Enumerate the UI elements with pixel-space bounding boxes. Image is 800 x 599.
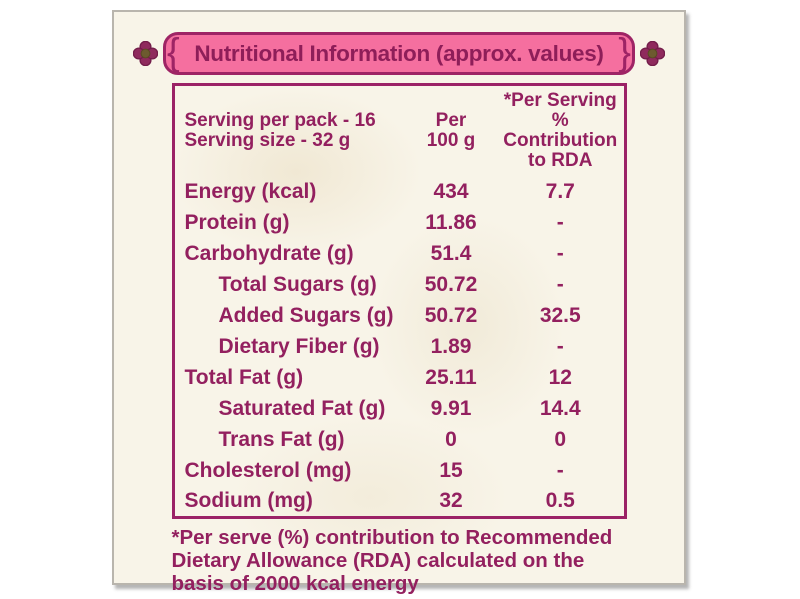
per-100g-value: 0 — [445, 427, 457, 451]
rda-percent-value: - — [556, 272, 564, 296]
footnote-line: Dietary Allowance (RDA) calculated on th… — [171, 548, 585, 572]
table-row: Dietary Fiber (g) 1.89 - — [173, 331, 625, 362]
rda-header-line1: *Per Serving % — [503, 90, 617, 131]
table-header-row: Serving per pack - 16 Serving size - 32 … — [173, 85, 625, 177]
per-100g-value: 25.11 — [425, 365, 477, 389]
nutrient-label: Added Sugars (g) — [218, 303, 394, 327]
nutrition-table: Serving per pack - 16 Serving size - 32 … — [171, 83, 627, 519]
rda-percent-value: 14.4 — [539, 396, 581, 420]
nutrition-label-card: { Nutritional Information (approx. value… — [112, 10, 686, 595]
per-100g-value: 434 — [433, 179, 469, 203]
serving-info-header: Serving per pack - 16 Serving size - 32 … — [173, 85, 405, 177]
serving-size: Serving size - 32 g — [184, 130, 351, 151]
rda-percent-value: 7.7 — [545, 179, 575, 203]
nutrient-label: Protein (g) — [184, 210, 290, 234]
table-row: Cholesterol (mg) 15 - — [173, 455, 625, 486]
per-100g-value: 51.4 — [430, 241, 472, 265]
table-row: Energy (kcal) 434 7.7 — [173, 176, 625, 207]
rda-percent-value: - — [556, 241, 564, 265]
nutrient-label: Carbohydrate (g) — [184, 241, 354, 265]
rda-percent-value: - — [556, 458, 564, 482]
table-header: Serving per pack - 16 Serving size - 32 … — [173, 85, 625, 177]
per-100g-value: 32 — [439, 488, 463, 512]
nutrient-label: Energy (kcal) — [184, 179, 317, 203]
per-100g-value: 1.89 — [430, 334, 472, 358]
table-row: Carbohydrate (g) 51.4 - — [173, 238, 625, 269]
per-100g-header-line1: Per — [435, 110, 467, 131]
nutrient-label: Sodium (mg) — [184, 488, 313, 512]
rda-percent-value: 12 — [548, 365, 572, 389]
rda-percent-value: - — [556, 334, 564, 358]
table-row: Sodium (mg) 32 0.5 — [173, 486, 625, 517]
nutrient-label: Total Fat (g) — [184, 365, 304, 389]
rda-percent-value: 32.5 — [539, 303, 581, 327]
banner-brace-left: { — [167, 30, 180, 73]
serving-per-pack: Serving per pack - 16 — [184, 110, 376, 131]
nutrient-label: Saturated Fat (g) — [218, 396, 386, 420]
per-100g-value: 50.72 — [424, 303, 478, 327]
per-100g-header: Per 100 g — [405, 85, 497, 177]
flower-ornament-left — [133, 41, 158, 66]
rda-percent-value: 0 — [554, 427, 567, 451]
nutrient-label: Total Sugars (g) — [218, 272, 377, 296]
per-100g-header-line2: 100 g — [426, 130, 476, 151]
flower-ornament-right — [640, 41, 665, 66]
nutrient-label: Cholesterol (mg) — [184, 458, 352, 482]
title-banner-row: { Nutritional Information (approx. value… — [114, 32, 684, 75]
rda-header-line2: Contribution — [503, 130, 618, 151]
per-100g-value: 11.86 — [425, 210, 477, 234]
footnote-line: *Per serve (%) contribution to Recommend… — [171, 525, 613, 549]
table-row: Total Fat (g) 25.11 12 — [173, 362, 625, 393]
rda-header: *Per Serving % Contribution to RDA — [497, 85, 625, 177]
page-title: Nutritional Information (approx. values) — [194, 40, 604, 66]
rda-header-line3: to RDA — [528, 150, 593, 171]
nutrient-label: Dietary Fiber (g) — [218, 334, 380, 358]
title-banner: { Nutritional Information (approx. value… — [163, 32, 635, 75]
table-row: Saturated Fat (g) 9.91 14.4 — [173, 393, 625, 424]
per-100g-value: 50.72 — [424, 272, 478, 296]
nutrient-label: Trans Fat (g) — [218, 427, 345, 451]
table-body: Energy (kcal) 434 7.7 Protein (g) 11.86- Carb… — [173, 176, 625, 517]
per-100g-value: 9.91 — [430, 396, 472, 420]
table-row: Protein (g) 11.86 - — [173, 207, 625, 238]
table-row: Trans Fat (g) 0 0 — [173, 424, 625, 455]
rda-percent-value: - — [556, 210, 564, 234]
footnote-line: basis of 2000 kcal energy — [171, 571, 419, 595]
rda-percent-value: 0.5 — [545, 488, 575, 512]
banner-brace-right: } — [618, 30, 631, 73]
rda-footnote: *Per serve (%) contribution to Recommend… — [172, 526, 627, 595]
per-100g-value: 15 — [439, 458, 463, 482]
table-row: Added Sugars (g) 50.72 32.5 — [173, 300, 625, 331]
table-row: Total Sugars (g) 50.72 - — [173, 269, 625, 300]
